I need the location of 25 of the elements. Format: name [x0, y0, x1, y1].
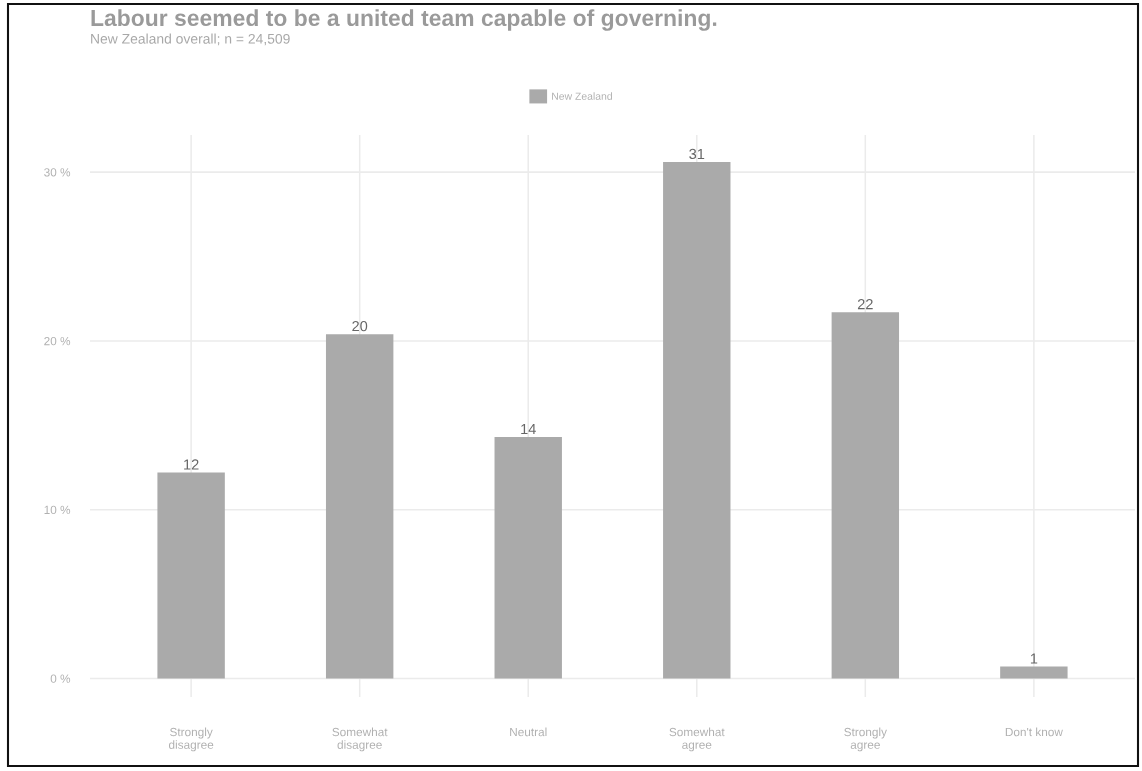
x-tick-label: Neutral — [510, 727, 547, 737]
chart-subtitle: New Zealand overall; n = 24,509 — [91, 33, 290, 46]
data-label: 22 — [857, 299, 873, 310]
y-tick-label: 30 % — [44, 168, 71, 177]
data-label: 20 — [352, 320, 368, 332]
data-label: 12 — [184, 459, 199, 470]
bar — [663, 162, 731, 679]
chart-title: Labour seemed to be a united team capable of governing. — [91, 9, 717, 31]
bar — [325, 334, 394, 679]
y-tick-label: 20 % — [44, 336, 71, 346]
y-tick-label: 10 % — [44, 505, 71, 515]
bar — [831, 312, 900, 679]
bar — [157, 472, 225, 679]
data-label: 31 — [689, 148, 705, 160]
data-label: 1 — [1030, 653, 1038, 664]
bar — [1000, 666, 1068, 679]
y-tick-label: 0 % — [50, 674, 71, 683]
x-tick-label: Strongly disagree — [168, 727, 214, 752]
bar — [494, 437, 562, 679]
x-tick-label: Somewhat disagree — [332, 727, 388, 752]
x-tick-label: Somewhat agree — [669, 727, 725, 752]
x-tick-label: Strongly agree — [844, 727, 887, 752]
data-label: 14 — [521, 424, 536, 435]
legend-label: New Zealand — [552, 92, 612, 100]
x-tick-label: Don't know — [1005, 727, 1063, 737]
